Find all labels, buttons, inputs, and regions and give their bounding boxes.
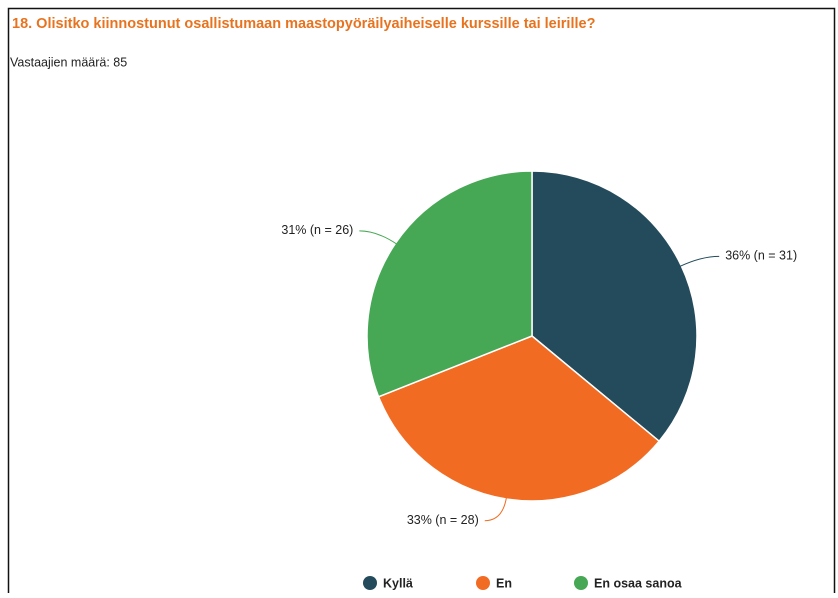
frame	[7, 7, 836, 598]
data-label: 33% (n = 28)	[407, 513, 479, 527]
leader-line	[484, 496, 507, 522]
leader-line	[679, 255, 720, 268]
legend-marker	[574, 576, 588, 590]
chart-subtitle: Vastaajien määrä: 85	[10, 55, 127, 69]
legend-label: Kyllä	[383, 576, 413, 590]
legend-marker	[363, 576, 377, 590]
data-label: 31% (n = 26)	[281, 223, 353, 237]
legend-label: En osaa sanoa	[594, 576, 683, 590]
data-label: 36% (n = 31)	[725, 249, 797, 263]
legend-label: En	[496, 576, 512, 590]
chart-title: 18. Olisitko kiinnostunut osallistumaan …	[12, 16, 596, 32]
leader-line	[359, 230, 398, 245]
legend-marker	[476, 576, 490, 590]
